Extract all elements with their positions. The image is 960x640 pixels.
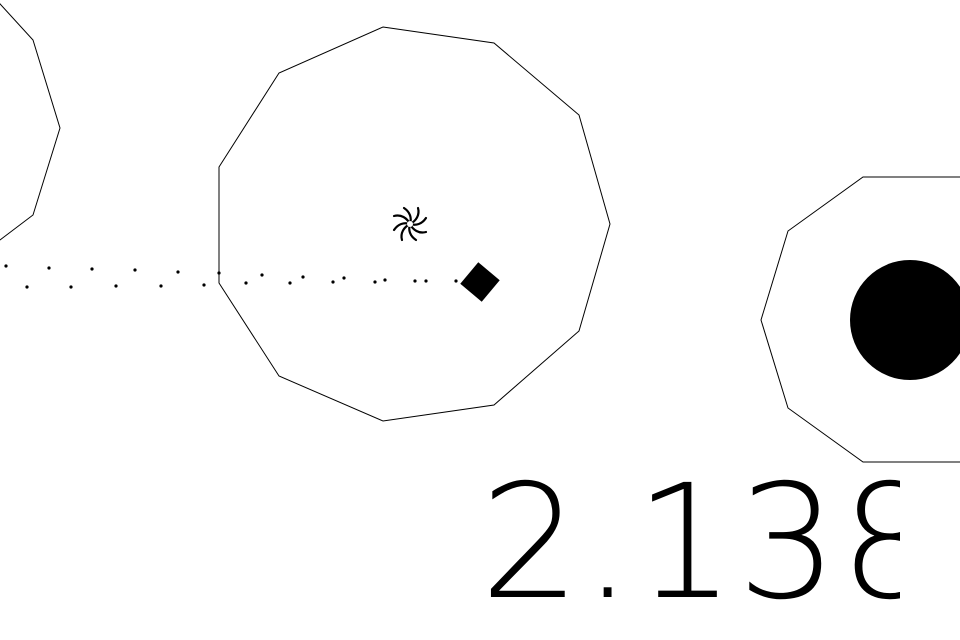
trail-dot (244, 281, 248, 285)
spiral-icon (392, 206, 428, 242)
trail-dot (373, 280, 377, 284)
trail-dot (176, 270, 180, 274)
trail-dot (260, 273, 264, 277)
trail-dot (4, 264, 8, 268)
trail-dot (159, 284, 163, 288)
black-hole-icon (850, 260, 960, 380)
trail-dot (383, 278, 387, 282)
trail-dot (342, 276, 346, 280)
planet-right-octagon (760, 176, 960, 463)
trail-dot (301, 275, 305, 279)
planet-center-dodecagon (218, 26, 611, 422)
trail-dot (90, 267, 94, 271)
trail-dot (331, 280, 335, 284)
trail-dot (413, 279, 417, 283)
trail-dot (69, 285, 73, 289)
trail-dot (288, 281, 292, 285)
trail-dot (424, 279, 428, 283)
score-display: 2.138 (480, 458, 900, 628)
trail-dots (4, 264, 458, 289)
trail-dot (454, 279, 458, 283)
trail-dot (25, 285, 29, 289)
player-diamond-icon (460, 262, 500, 302)
trail-dot (47, 266, 51, 270)
trail-dot (114, 284, 118, 288)
trail-dot (217, 271, 221, 275)
trail-dot (133, 268, 137, 272)
planet-left-octagon (0, 3, 61, 241)
trail-dot (202, 283, 206, 287)
